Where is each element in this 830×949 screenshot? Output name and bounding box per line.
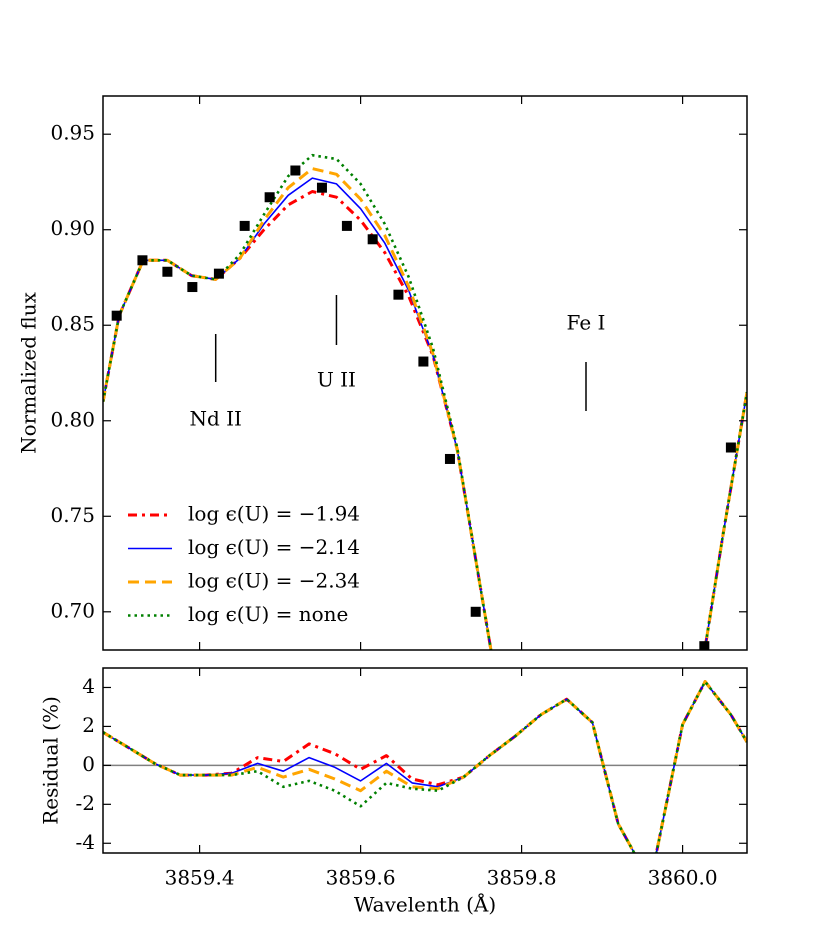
x-tick-label: 3859.6 [326, 866, 396, 890]
observed-point [418, 356, 429, 367]
y-axis-label: Normalized flux [17, 291, 41, 454]
observed-point [393, 289, 404, 300]
y-tick-label: 0.75 [50, 503, 95, 527]
y-axis-label: Residual (%) [39, 696, 63, 825]
x-tick-label: 3859.4 [165, 866, 235, 890]
observed-point [367, 234, 378, 245]
observed-point [187, 282, 198, 293]
axes-frame [102, 95, 748, 651]
y-tick-label: -2 [76, 791, 95, 815]
observed-point [470, 606, 481, 617]
legend-label: log ϵ(U) = −1.94 [188, 502, 360, 526]
observed-point [162, 266, 173, 277]
plot-area [103, 153, 747, 650]
y-tick-label: 0.95 [50, 121, 95, 145]
y-tick-label: 2 [82, 713, 95, 737]
legend-label: log ϵ(U) = none [188, 602, 348, 626]
x-tick-label: 3860.0 [648, 866, 718, 890]
observed-point [290, 165, 301, 176]
observed-point [111, 310, 122, 321]
observed-point [699, 641, 710, 650]
observed-point [316, 182, 327, 193]
observed-point [341, 220, 352, 231]
annotation-label: U II [317, 368, 356, 392]
x-axis-label: Wavelenth (Å) [354, 892, 496, 917]
y-tick-label: 4 [82, 674, 95, 698]
y-tick-label: -4 [76, 830, 95, 854]
series-line [103, 680, 747, 853]
y-tick-label: 0.80 [50, 407, 95, 431]
y-tick-label: 0.70 [50, 598, 95, 622]
observed-point [725, 442, 736, 453]
observed-point [239, 220, 250, 231]
observed-point [444, 453, 455, 464]
x-tick-label: 3859.8 [487, 866, 557, 890]
observed-point [213, 268, 224, 279]
y-tick-label: 0.90 [50, 216, 95, 240]
plot-area [103, 680, 747, 853]
y-tick-label: 0.85 [50, 312, 95, 336]
y-tick-label: 0 [82, 752, 95, 776]
observed-point [264, 192, 275, 203]
legend-label: log ϵ(U) = −2.14 [188, 535, 360, 559]
annotation-label: Nd II [189, 407, 241, 431]
annotation-label: Fe I [567, 311, 606, 335]
axes-frame [102, 667, 748, 854]
legend-label: log ϵ(U) = −2.34 [188, 569, 360, 593]
observed-point [137, 255, 148, 266]
